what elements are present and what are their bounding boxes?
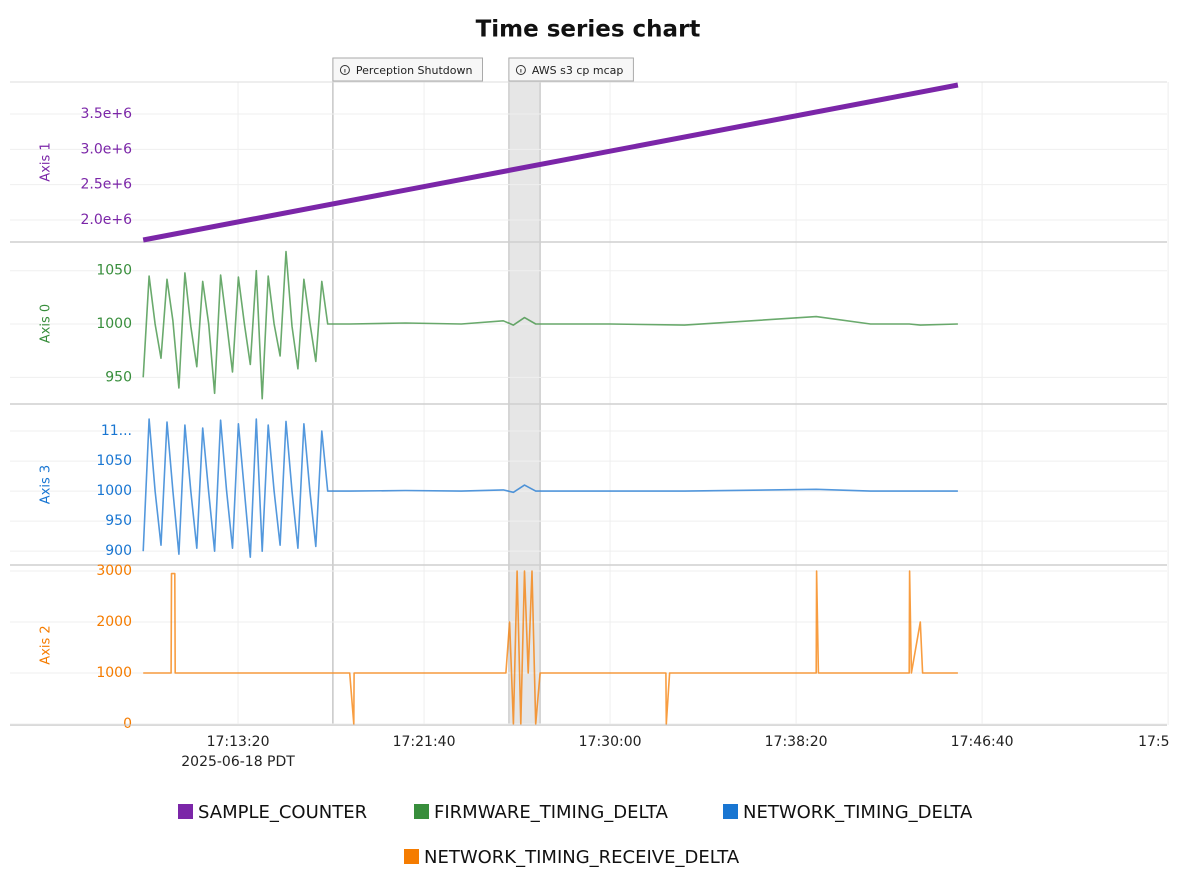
y-tick-label: 2.5e+6	[80, 177, 132, 193]
x-tick-label: 17:5	[1138, 734, 1169, 750]
axis-label: Axis 0	[39, 304, 54, 343]
series-line	[142, 82, 959, 243]
y-tick-label: 3.0e+6	[80, 141, 132, 157]
y-tick-label: 1050	[96, 263, 132, 279]
legend-label: NETWORK_TIMING_DELTA	[743, 802, 973, 823]
x-tick-label: 17:46:40	[951, 734, 1014, 750]
y-tick-label: 3000	[96, 563, 132, 579]
x-tick-label: 17:13:20	[207, 734, 270, 750]
x-tick-label: 17:30:00	[579, 734, 642, 750]
annotation-label: Perception Shutdown	[356, 64, 473, 77]
legend-swatch	[414, 804, 429, 819]
y-tick-label: 2000	[96, 614, 132, 630]
y-tick-label: 1000	[96, 665, 132, 681]
y-tick-label: 3.5e+6	[80, 106, 132, 122]
legend-label: NETWORK_TIMING_RECEIVE_DELTA	[424, 847, 740, 868]
legend-label: FIRMWARE_TIMING_DELTA	[434, 802, 669, 823]
y-tick-label: 1000	[96, 483, 132, 499]
chart-title: Time series chart	[476, 17, 701, 43]
x-sublabel: 2025-06-18 PDT	[181, 754, 295, 770]
y-tick-label: 2.0e+6	[80, 212, 132, 228]
y-tick-label: 11...	[101, 423, 132, 439]
legend-swatch	[404, 849, 419, 864]
legend-swatch	[178, 804, 193, 819]
y-tick-label: 950	[105, 369, 132, 385]
y-tick-label: 950	[105, 513, 132, 529]
x-tick-label: 17:38:20	[765, 734, 828, 750]
y-tick-label: 1000	[96, 316, 132, 332]
series-line	[142, 418, 958, 558]
info-icon	[515, 65, 526, 75]
axis-label: Axis 2	[39, 625, 54, 664]
y-tick-label: 0	[123, 716, 132, 732]
series-line	[142, 250, 958, 400]
legend-swatch	[723, 804, 738, 819]
axis-label: Axis 1	[39, 142, 54, 181]
y-tick-label: 900	[105, 543, 132, 559]
annotation-box	[332, 57, 483, 82]
legend-label: SAMPLE_COUNTER	[198, 802, 367, 823]
x-tick-label: 17:21:40	[393, 734, 456, 750]
annotation-label: AWS s3 cp mcap	[532, 64, 624, 77]
annotations: Perception Shutdown AWS s3 cp mcap	[332, 57, 634, 726]
series-line	[143, 570, 958, 725]
axis-label: Axis 3	[39, 465, 54, 504]
info-icon	[339, 65, 350, 75]
y-tick-label: 1050	[96, 453, 132, 469]
annotation-box	[508, 57, 634, 82]
